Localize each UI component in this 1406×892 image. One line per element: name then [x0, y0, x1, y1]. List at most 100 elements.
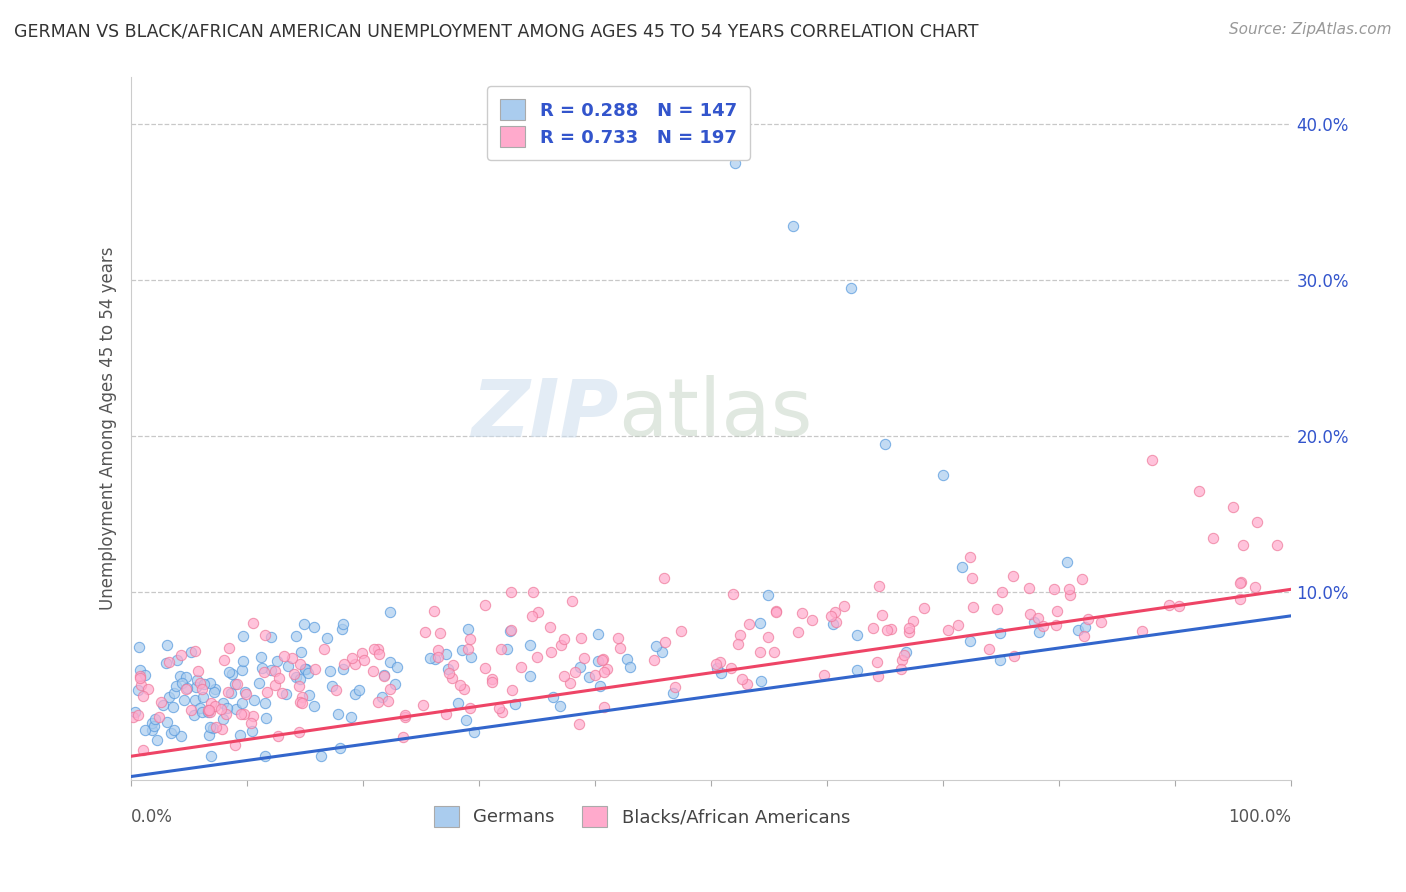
Point	[200, 749, 222, 764]
Point	[607, 631, 630, 645]
Point	[862, 621, 884, 635]
Point	[288, 679, 311, 693]
Point	[936, 623, 959, 637]
Point	[229, 728, 252, 742]
Point	[651, 645, 673, 659]
Point	[271, 686, 294, 700]
Point	[868, 578, 890, 592]
Point	[1077, 612, 1099, 626]
Point	[184, 693, 207, 707]
Point	[204, 685, 226, 699]
Point	[866, 655, 889, 669]
Point	[163, 723, 186, 737]
Point	[204, 698, 226, 713]
Point	[156, 715, 179, 730]
Point	[845, 628, 868, 642]
Point	[893, 648, 915, 663]
Point	[1073, 620, 1095, 634]
Point	[538, 620, 561, 634]
Point	[285, 629, 308, 643]
Point	[451, 642, 474, 657]
Point	[890, 662, 912, 676]
Point	[959, 550, 981, 565]
Point	[294, 663, 316, 677]
Point	[266, 654, 288, 668]
Point	[235, 687, 257, 701]
Point	[643, 653, 665, 667]
Point	[212, 696, 235, 710]
Point	[205, 720, 228, 734]
Point	[264, 664, 287, 678]
Text: GERMAN VS BLACK/AFRICAN AMERICAN UNEMPLOYMENT AMONG AGES 45 TO 54 YEARS CORRELAT: GERMAN VS BLACK/AFRICAN AMERICAN UNEMPLO…	[14, 22, 979, 40]
Point	[281, 651, 304, 665]
Point	[591, 653, 613, 667]
Point	[561, 594, 583, 608]
Point	[252, 661, 274, 675]
Point	[231, 696, 253, 710]
Point	[522, 584, 544, 599]
Point	[304, 662, 326, 676]
Point	[1159, 598, 1181, 612]
Point	[1244, 580, 1267, 594]
Point	[343, 657, 366, 672]
Point	[226, 677, 249, 691]
Point	[735, 677, 758, 691]
Point	[295, 662, 318, 676]
Point	[474, 661, 496, 675]
Point	[197, 705, 219, 719]
Point	[481, 672, 503, 686]
Point	[333, 657, 356, 671]
Point	[662, 686, 685, 700]
Point	[765, 605, 787, 619]
Point	[876, 624, 898, 638]
Point	[217, 685, 239, 699]
Point	[200, 697, 222, 711]
Point	[1032, 619, 1054, 633]
Point	[419, 650, 441, 665]
Point	[127, 682, 149, 697]
Point	[298, 688, 321, 702]
Point	[367, 642, 389, 657]
Point	[1265, 539, 1288, 553]
Point	[460, 649, 482, 664]
Point	[593, 699, 616, 714]
Point	[979, 642, 1001, 657]
Point	[946, 618, 969, 632]
Point	[187, 665, 209, 679]
Point	[212, 652, 235, 666]
Point	[394, 709, 416, 723]
Point	[191, 690, 214, 704]
Point	[253, 628, 276, 642]
Point	[285, 669, 308, 683]
Point	[503, 697, 526, 711]
Point	[1026, 611, 1049, 625]
Point	[330, 622, 353, 636]
Point	[548, 698, 571, 713]
Point	[235, 685, 257, 699]
Point	[1018, 582, 1040, 596]
Point	[765, 604, 787, 618]
Point	[215, 706, 238, 721]
Point	[325, 682, 347, 697]
Point	[215, 701, 238, 715]
Point	[412, 698, 434, 712]
Point	[457, 623, 479, 637]
Point	[370, 690, 392, 704]
Point	[762, 645, 785, 659]
Point	[188, 701, 211, 715]
Point	[283, 667, 305, 681]
Point	[264, 678, 287, 692]
Point	[427, 643, 450, 657]
Point	[225, 702, 247, 716]
Point	[188, 675, 211, 690]
Point	[960, 571, 983, 585]
Point	[198, 728, 221, 742]
Point	[1071, 572, 1094, 586]
Point	[1202, 531, 1225, 545]
Point	[609, 641, 631, 656]
Point	[447, 696, 470, 710]
Point	[291, 696, 314, 710]
Legend: Germans, Blacks/African Americans: Germans, Blacks/African Americans	[426, 798, 858, 834]
Point	[496, 641, 519, 656]
Point	[197, 703, 219, 717]
